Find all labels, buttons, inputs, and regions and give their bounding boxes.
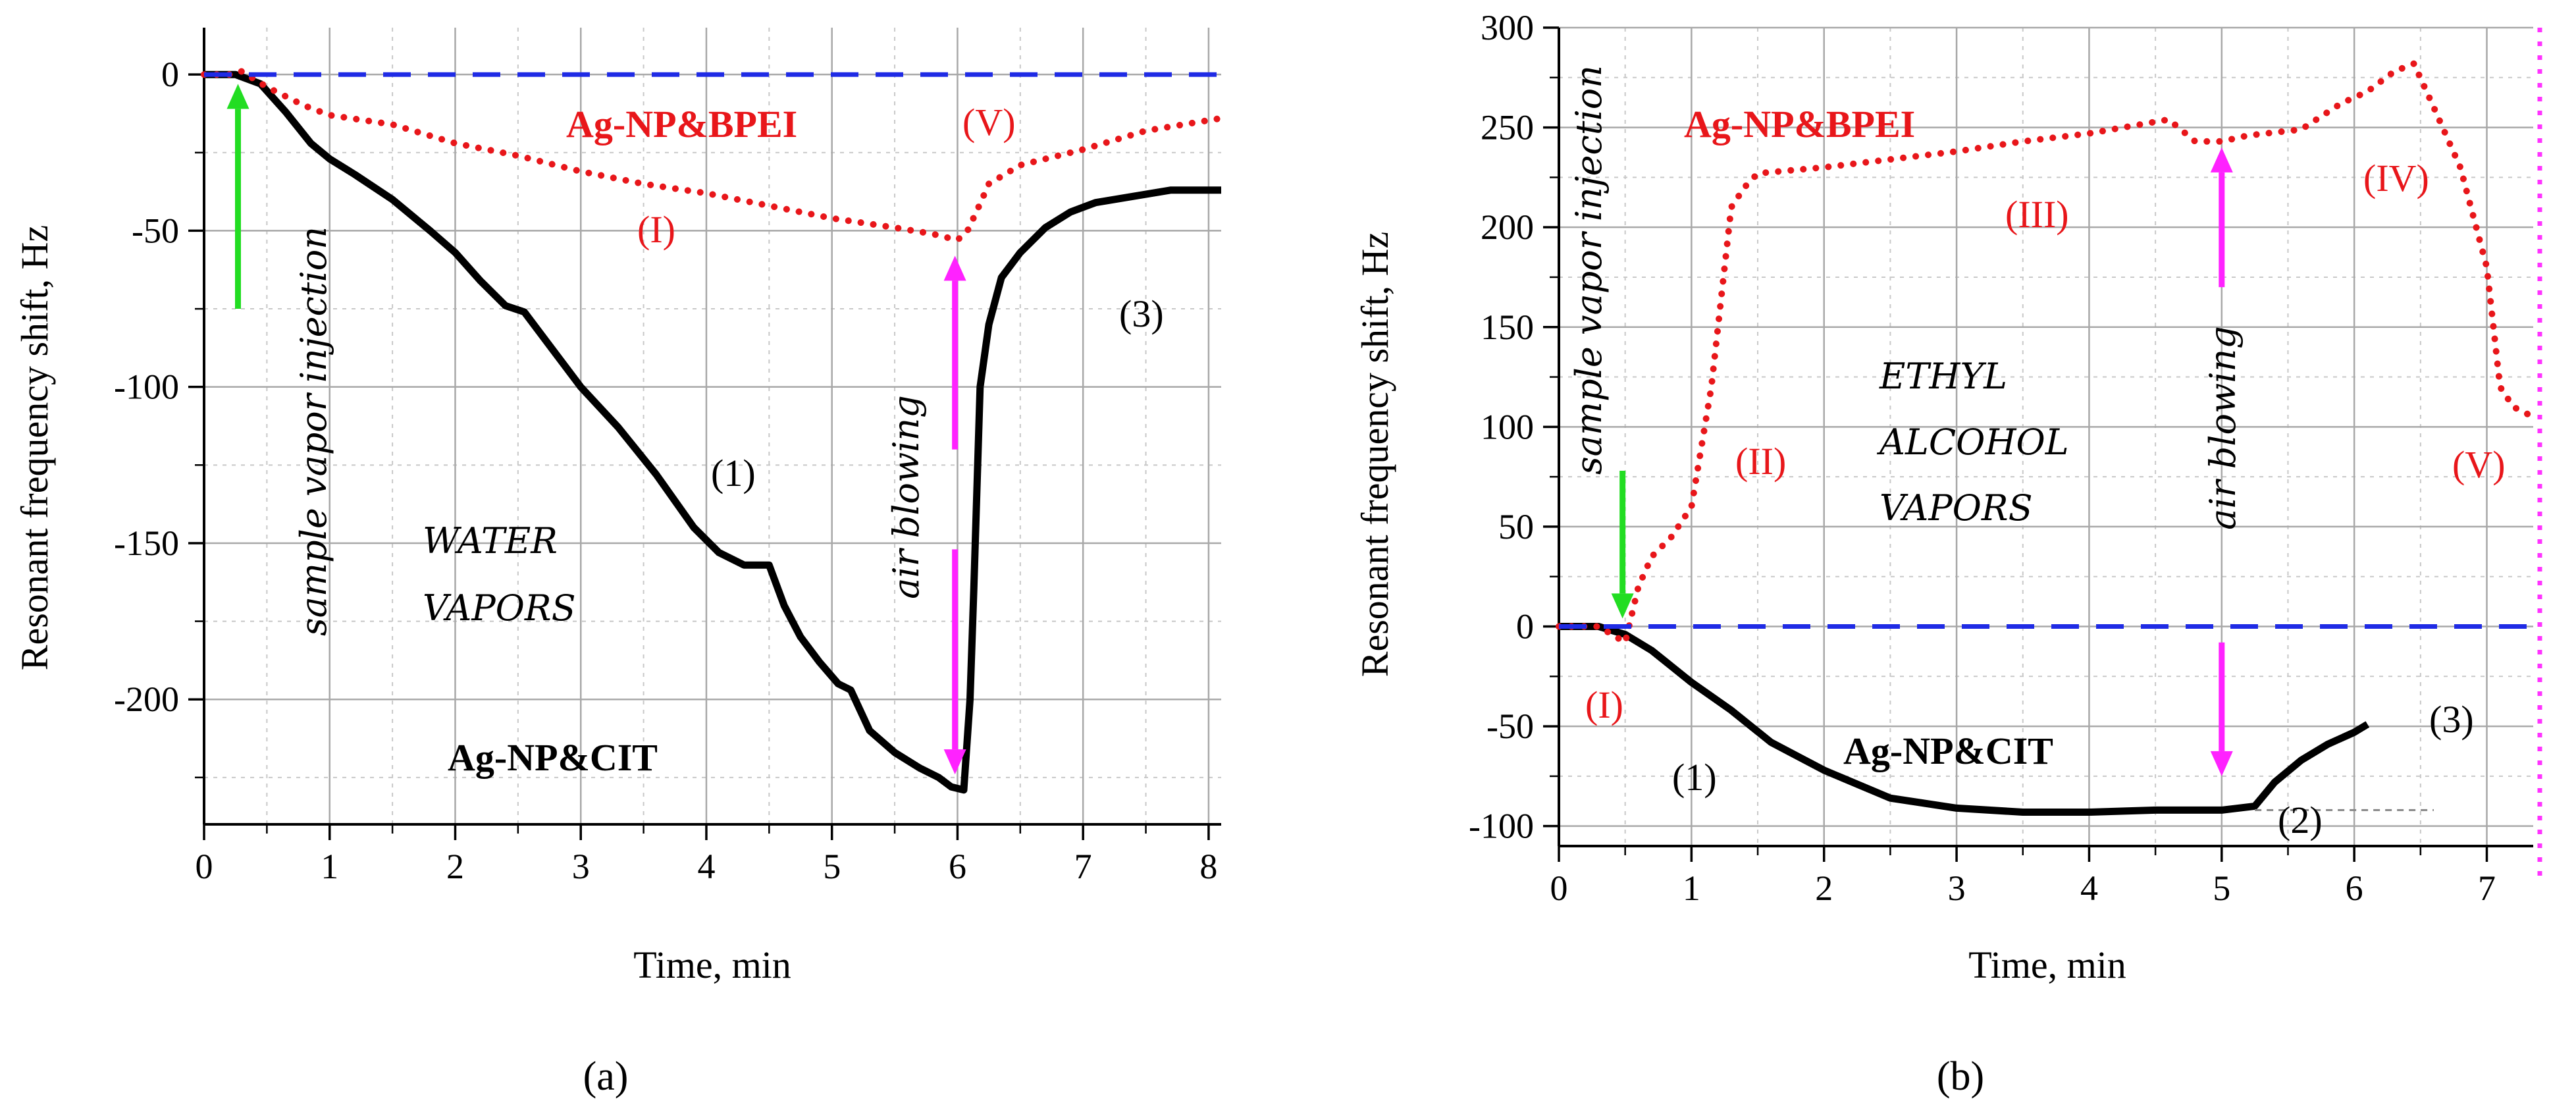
panel-b-stage-v: (V) — [2452, 443, 2506, 486]
arrow-head — [226, 84, 250, 109]
arrow-head — [2210, 147, 2233, 173]
panel-b-label-bpei: Ag-NP&BPEI — [1684, 103, 1915, 146]
panel-b-stage-i: (I) — [1585, 683, 1623, 726]
y-tick-label: 200 — [1481, 207, 1534, 247]
panel-a-stage-v: (V) — [962, 101, 1016, 144]
y-tick-label: -50 — [1486, 706, 1534, 746]
x-tick-label: 8 — [1199, 847, 1217, 886]
y-tick-label: 300 — [1481, 8, 1534, 47]
y-tick-label: 50 — [1498, 507, 1534, 546]
x-tick-label: 0 — [1550, 868, 1568, 908]
series-line — [204, 70, 1221, 794]
arrow-head — [1611, 593, 1634, 619]
panel-b-ticks: 0 1 2 3 4 5 6 7 -100 -50 0 50 100 150 200 250 300 — [1469, 8, 2496, 908]
panel-b-air: air blowing — [2202, 326, 2244, 530]
x-tick-label: 4 — [697, 847, 715, 886]
panel-a-ylabel: Resonant frequency shift, Hz — [13, 225, 56, 670]
x-tick-label: 1 — [1683, 868, 1700, 908]
panel-a-chart: 0 1 2 3 4 5 6 7 8 0 -50 -100 -150 -200 Time, min Reso… — [13, 28, 1224, 1099]
panel-b-vapor-2: ALCOHOL — [1876, 421, 2069, 463]
panel-b-vapor-1: ETHYL — [1879, 356, 2007, 397]
panel-b-injection: sample vapor injection — [1568, 65, 1610, 475]
panel-b-arrows — [1611, 147, 2434, 811]
panel-b-vapor-3: VAPORS — [1879, 487, 2033, 529]
panel-b-label-cit: Ag-NP&CIT — [1843, 730, 2053, 772]
y-tick-label: -200 — [114, 679, 179, 719]
panel-a-air: air blowing — [885, 395, 927, 599]
panel-a-injection: sample vapor injection — [293, 226, 334, 636]
x-tick-label: 2 — [1815, 868, 1833, 908]
y-tick-label: -50 — [132, 211, 179, 250]
series-line — [201, 68, 1224, 244]
y-tick-label: 0 — [1516, 607, 1534, 647]
y-tick-label: -100 — [1469, 807, 1534, 846]
panel-a-grid — [204, 28, 1221, 824]
panel-b-curve-3: (3) — [2429, 698, 2474, 741]
panel-b-ylabel: Resonant frequency shift, Hz — [1354, 232, 1396, 677]
panel-a-vapor-2: VAPORS — [423, 587, 576, 629]
x-tick-label: 6 — [949, 847, 966, 886]
arrow-head — [943, 255, 966, 281]
panel-b-chart: 0 1 2 3 4 5 6 7 -100 -50 0 50 100 150 200 250 300 Time, … — [1354, 8, 2542, 1099]
panel-a-curve-3: (3) — [1119, 292, 1164, 335]
panel-a-panel-label: (a) — [583, 1054, 629, 1099]
panel-b-xlabel: Time, min — [1968, 943, 2126, 986]
series-line — [1559, 623, 2370, 816]
x-tick-label: 7 — [2478, 868, 2496, 908]
x-tick-label: 3 — [572, 847, 590, 886]
panel-b-curve-1: (1) — [1672, 756, 1717, 799]
panel-a-ticks: 0 1 2 3 4 5 6 7 8 0 -50 -100 -150 -200 — [114, 55, 1217, 886]
panel-b-stage-iii: (III) — [2005, 193, 2069, 236]
panel-a-arrows — [226, 84, 966, 775]
y-tick-label: -100 — [114, 367, 179, 407]
panel-a-plot-frame — [204, 28, 1221, 824]
panel-b-stage-ii: (II) — [1735, 440, 1786, 483]
arrow-head — [943, 749, 966, 775]
x-tick-label: 1 — [321, 847, 338, 886]
y-tick-label: 100 — [1481, 407, 1534, 446]
panel-b-series — [1556, 60, 2537, 816]
panel-a-stage-i: (I) — [637, 208, 675, 251]
series-line — [1556, 60, 2537, 646]
arrow-head — [2210, 751, 2233, 776]
x-tick-label: 5 — [2213, 868, 2230, 908]
x-tick-label: 4 — [2080, 868, 2098, 908]
x-tick-label: 2 — [446, 847, 464, 886]
panel-a-vapor-1: WATER — [423, 520, 558, 562]
y-tick-label: -150 — [114, 523, 179, 563]
panel-b-panel-label: (b) — [1937, 1054, 1984, 1099]
y-tick-label: 250 — [1481, 108, 1534, 147]
y-tick-label: 150 — [1481, 307, 1534, 347]
x-tick-label: 5 — [823, 847, 841, 886]
panel-a-series — [201, 68, 1224, 794]
y-tick-label: 0 — [161, 55, 179, 94]
panel-a-curve-1: (1) — [711, 452, 756, 494]
panel-a-label-bpei: Ag-NP&BPEI — [566, 103, 797, 146]
x-tick-label: 0 — [196, 847, 213, 886]
panel-b-stage-iv: (IV) — [2363, 157, 2429, 199]
x-tick-label: 6 — [2346, 868, 2363, 908]
panel-b-curve-2: (2) — [2278, 799, 2323, 841]
panel-a-xlabel: Time, min — [633, 943, 791, 986]
x-tick-label: 3 — [1948, 868, 1966, 908]
x-tick-label: 7 — [1074, 847, 1092, 886]
panel-a-label-cit: Ag-NP&CIT — [448, 736, 658, 779]
